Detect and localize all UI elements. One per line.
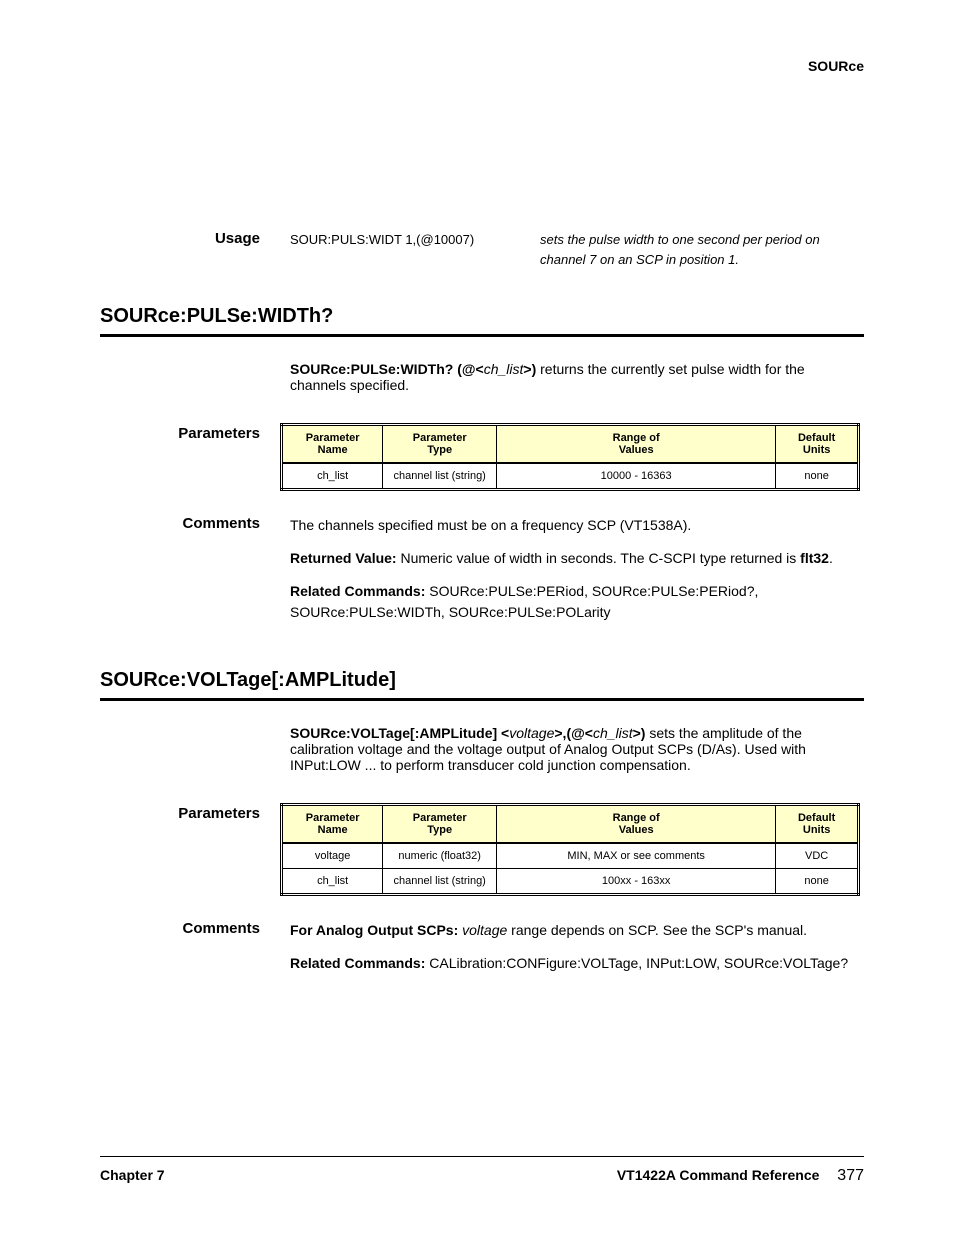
table-row: voltage numeric (float32) MIN, MAX or se… bbox=[282, 843, 859, 869]
th-type: Parameter Type bbox=[383, 425, 497, 464]
usage-label: Usage bbox=[215, 230, 260, 247]
section-title: SOURce:PULSe:WIDTh? bbox=[100, 305, 864, 328]
page-footer: Chapter 7 VT1422A Command Reference 377 bbox=[100, 1156, 864, 1185]
th-name: Parameter Name bbox=[282, 805, 383, 844]
th-default: Default Units bbox=[776, 425, 859, 464]
comment-line: Related Commands: CALibration:CONFigure:… bbox=[290, 953, 864, 974]
comment-line: Returned Value: Numeric value of width i… bbox=[290, 548, 864, 569]
header-section: SOURce bbox=[808, 58, 864, 74]
footer-page-number: 377 bbox=[837, 1167, 864, 1184]
syntax-line: SOURce:VOLTage[:AMPLitude] <voltage>,(@<… bbox=[290, 725, 864, 773]
comments-label: Comments bbox=[182, 920, 260, 937]
usage-row: SOUR:PULS:WIDT 1,(@10007) sets the pulse… bbox=[290, 230, 864, 269]
usage-cmd: SOUR:PULS:WIDT 1,(@10007) bbox=[290, 230, 540, 269]
parameters-table: Parameter Name Parameter Type Range of V… bbox=[280, 803, 860, 896]
usage-note: sets the pulse width to one second per p… bbox=[540, 230, 864, 269]
section-rule bbox=[100, 698, 864, 701]
syntax-line: SOURce:PULSe:WIDTh? (@<ch_list>) returns… bbox=[290, 361, 864, 393]
page: SOURce Usage SOUR:PULS:WIDT 1,(@10007) s… bbox=[0, 0, 954, 1235]
section-title: SOURce:VOLTage[:AMPLitude] bbox=[100, 669, 864, 692]
comment-line: For Analog Output SCPs: voltage range de… bbox=[290, 920, 864, 941]
footer-doc-title: VT1422A Command Reference bbox=[617, 1167, 820, 1183]
th-type: Parameter Type bbox=[383, 805, 497, 844]
parameters-label: Parameters bbox=[178, 425, 260, 442]
parameters-table: Parameter Name Parameter Type Range of V… bbox=[280, 423, 860, 491]
table-row: ch_list channel list (string) 100xx - 16… bbox=[282, 869, 859, 895]
comments-label: Comments bbox=[182, 515, 260, 532]
section-voltage-amplitude: SOURce:VOLTage[:AMPLitude] SOURce:VOLTag… bbox=[100, 669, 864, 974]
th-range: Range of Values bbox=[497, 805, 776, 844]
section-rule bbox=[100, 334, 864, 337]
th-name: Parameter Name bbox=[282, 425, 383, 464]
comment-line: Related Commands: SOURce:PULSe:PERiod, S… bbox=[290, 581, 864, 623]
section-pulse-width-query: SOURce:PULSe:WIDTh? SOURce:PULSe:WIDTh? … bbox=[100, 305, 864, 623]
th-range: Range of Values bbox=[497, 425, 776, 464]
comment-line: The channels specified must be on a freq… bbox=[290, 515, 864, 536]
parameters-label: Parameters bbox=[178, 805, 260, 822]
footer-chapter: Chapter 7 bbox=[100, 1167, 165, 1183]
table-row: ch_list channel list (string) 10000 - 16… bbox=[282, 463, 859, 490]
th-default: Default Units bbox=[776, 805, 859, 844]
